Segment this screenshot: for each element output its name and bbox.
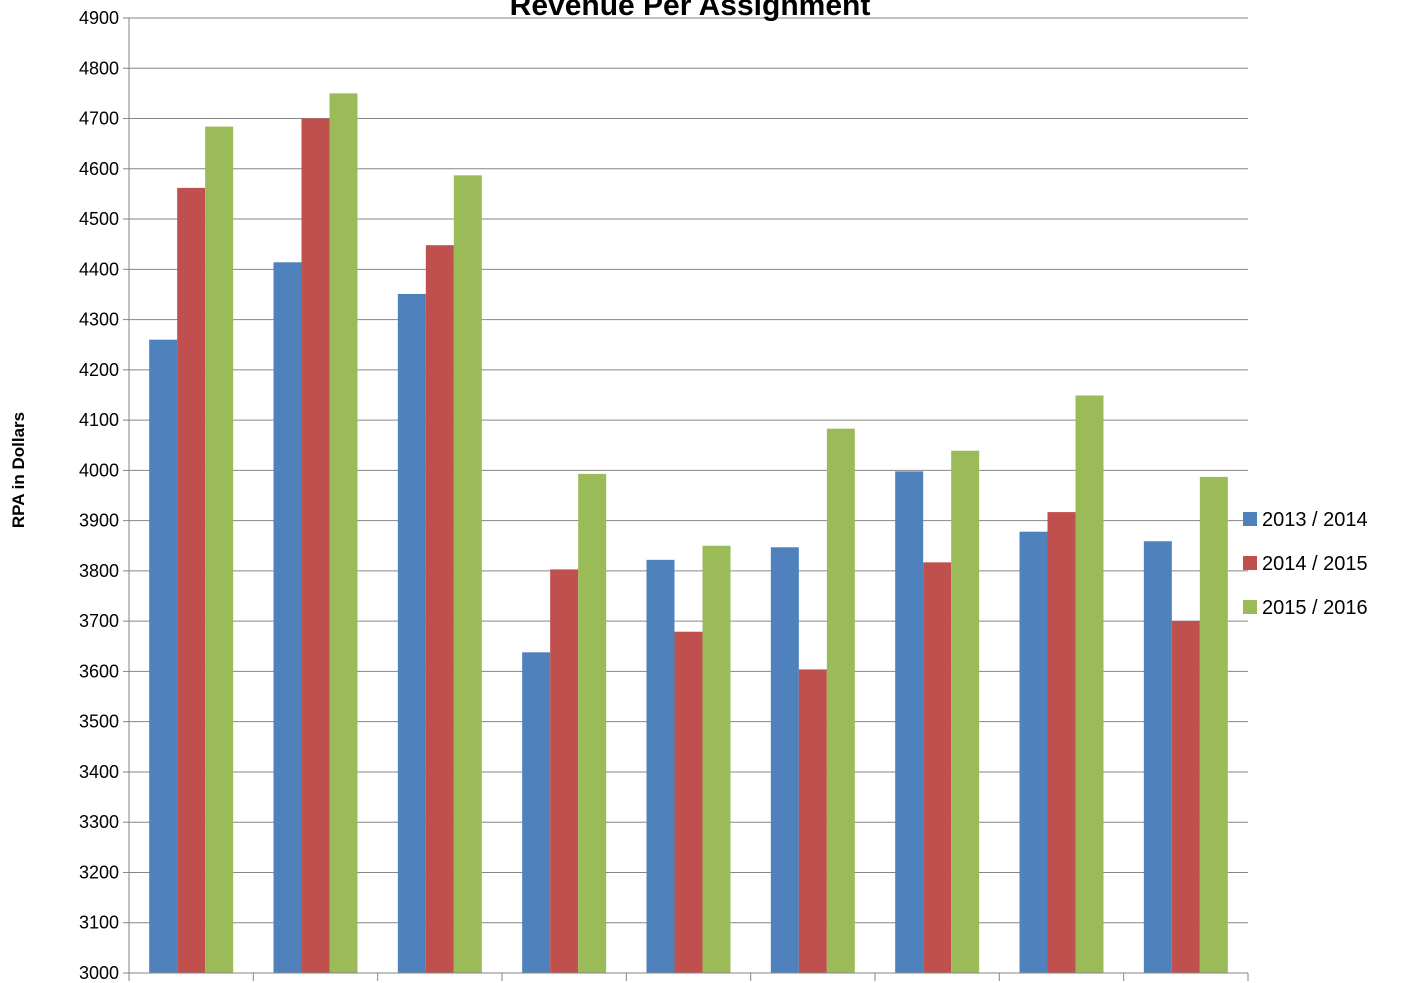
bar: [273, 262, 302, 974]
y-tick-label: 4700: [79, 109, 119, 129]
y-tick-label: 4900: [79, 8, 119, 28]
bar: [301, 118, 330, 974]
bar: [453, 175, 482, 974]
y-tick-label: 4800: [79, 58, 119, 78]
y-tick-label: 4400: [79, 259, 119, 279]
bar: [329, 93, 358, 974]
axes: [128, 18, 1249, 981]
y-tick-label: 3000: [79, 963, 119, 983]
y-axis-label: RPA in Dollars: [9, 412, 28, 528]
y-tick-label: 3800: [79, 561, 119, 581]
bar: [397, 293, 426, 974]
y-tick-label: 3200: [79, 862, 119, 882]
bar: [578, 473, 607, 973]
bar: [550, 569, 579, 973]
bar: [149, 339, 178, 973]
y-tick-label: 4600: [79, 159, 119, 179]
y-tick-label: 4100: [79, 410, 119, 430]
bar: [177, 187, 206, 974]
y-tick-label: 3600: [79, 661, 119, 681]
bar: [674, 631, 703, 973]
legend: 2013 / 2014 2014 / 2015 2015 / 2016: [1243, 509, 1368, 619]
bar: [895, 471, 924, 973]
legend-label: 2015 / 2016: [1262, 597, 1368, 619]
legend-swatch: [1243, 600, 1257, 614]
bar: [1143, 541, 1172, 973]
y-tick-label: 4200: [79, 360, 119, 380]
chart-title: Revenue Per Assignment: [510, 0, 871, 22]
bar: [770, 547, 799, 973]
bar: [798, 669, 827, 973]
legend-swatch: [1243, 512, 1257, 526]
y-tick-label: 3100: [79, 913, 119, 933]
bar: [951, 450, 980, 974]
y-tick-label: 4300: [79, 310, 119, 330]
bar: [702, 545, 731, 973]
bar: [1199, 476, 1228, 973]
y-tick-label: 4000: [79, 460, 119, 480]
bar: [1075, 395, 1104, 973]
y-tick-label: 3500: [79, 712, 119, 732]
legend-swatch: [1243, 556, 1257, 570]
y-tick-label: 3700: [79, 611, 119, 631]
y-tick-label: 4500: [79, 209, 119, 229]
bar: [826, 428, 855, 973]
legend-label: 2013 / 2014: [1262, 509, 1368, 531]
bar: [923, 562, 952, 973]
y-tick-labels: 3000 3100 3200 3300 3400 3500 3600 3700 3800 3900…: [79, 8, 119, 983]
bar: [1171, 621, 1200, 973]
bar: [205, 126, 234, 973]
bar: [646, 559, 675, 973]
y-tick-label: 3900: [79, 511, 119, 531]
bar: [425, 245, 454, 974]
bars: [149, 93, 1228, 974]
bar: [1019, 531, 1048, 973]
y-tick-label: 3400: [79, 762, 119, 782]
bar: [522, 652, 551, 973]
bar: [1047, 512, 1076, 973]
legend-label: 2014 / 2015: [1262, 553, 1368, 575]
y-tick-label: 3300: [79, 812, 119, 832]
